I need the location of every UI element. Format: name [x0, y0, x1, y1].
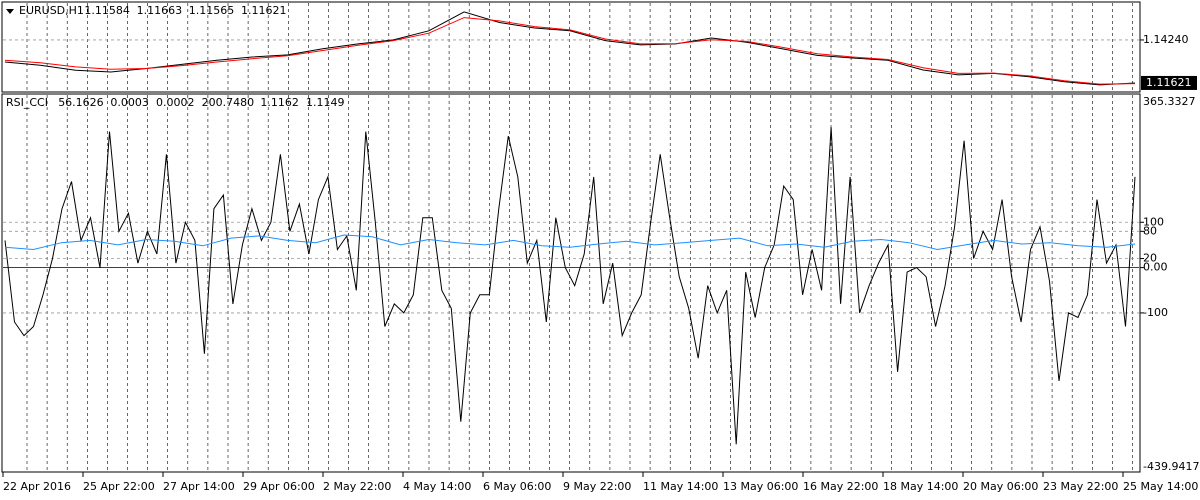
header-value: 1.11663	[137, 4, 183, 17]
header-value: 56.1626	[58, 96, 103, 109]
time-label: 25 May 14:00	[1123, 480, 1198, 493]
time-label: 29 Apr 06:00	[243, 480, 315, 493]
indicator-name: RSI_CCI	[6, 96, 48, 109]
time-label: 18 May 14:00	[883, 480, 958, 493]
y-tick-label: -100	[1143, 306, 1168, 319]
time-label: 22 Apr 2016	[3, 480, 71, 493]
symbol: EURUSD,H1	[19, 4, 84, 17]
menu-arrow[interactable]	[6, 9, 14, 14]
y-tick-label: 100	[1143, 215, 1164, 228]
header-value: 0.0002	[156, 96, 195, 109]
series-line	[4, 17, 1136, 85]
header-value: 0.0003	[110, 96, 148, 109]
time-label: 20 May 06:00	[963, 480, 1038, 493]
series-line	[4, 234, 1136, 251]
header-value: 200.7480	[202, 96, 255, 109]
series-line	[4, 11, 1136, 86]
header-value: 1.1162	[260, 96, 299, 109]
last-price-box	[1141, 75, 1197, 90]
time-label: 27 Apr 14:00	[163, 480, 235, 493]
y-tick-label: 20	[1143, 252, 1157, 265]
y-tick-label: 1.14240	[1143, 33, 1189, 46]
last-price-label: 1.11621	[1146, 76, 1192, 89]
y-tick-label: 0.00	[1143, 261, 1168, 274]
time-label: 23 May 22:00	[1043, 480, 1118, 493]
indicator-panel	[1, 93, 1141, 473]
time-label: 4 May 14:00	[403, 480, 471, 493]
time-label: 25 Apr 22:00	[83, 480, 155, 493]
header-value: 1.11565	[189, 4, 235, 17]
y-tick-label: 80	[1143, 224, 1157, 237]
header-value: 1.1149	[306, 96, 345, 109]
scale-min: -439.9417	[1143, 460, 1199, 473]
header-value: 1.11584	[84, 4, 129, 17]
time-label: 2 May 22:00	[323, 480, 391, 493]
time-label: 16 May 22:00	[803, 480, 878, 493]
header-value: 1.11621	[241, 4, 287, 17]
price-panel	[1, 1, 1141, 93]
time-label: 11 May 14:00	[643, 480, 718, 493]
time-label: 9 May 22:00	[563, 480, 631, 493]
scale-max: 365.3327	[1143, 95, 1196, 108]
separators	[26, 3, 1133, 471]
series-line	[4, 127, 1136, 445]
time-label: 13 May 06:00	[723, 480, 798, 493]
time-label: 6 May 06:00	[483, 480, 551, 493]
